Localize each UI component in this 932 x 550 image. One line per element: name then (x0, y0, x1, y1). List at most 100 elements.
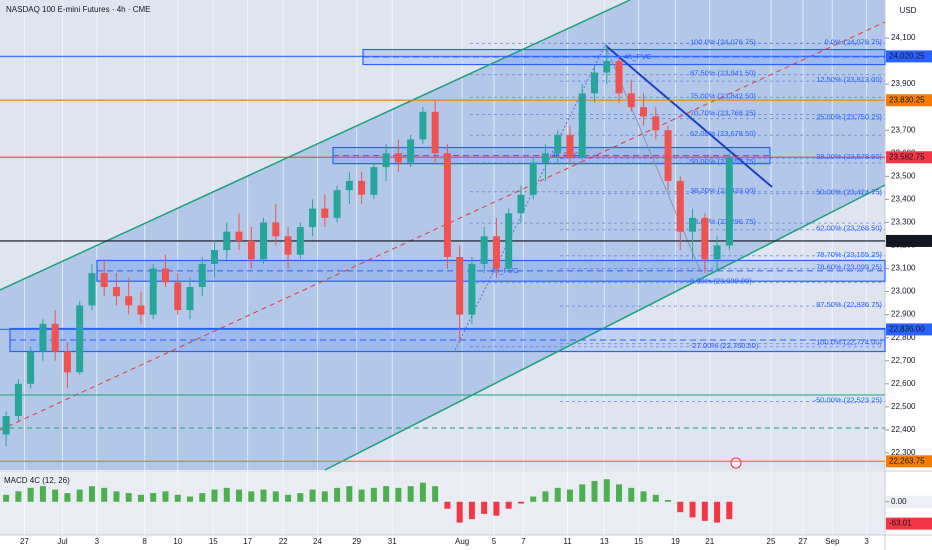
macd-bar (566, 489, 573, 502)
fib-label: 38.20% (23,433.00) (690, 186, 756, 195)
candle-body (14, 383, 22, 417)
x-tick-label: 11 (563, 537, 572, 546)
candle-body (284, 236, 292, 255)
candle-body (603, 61, 611, 73)
y-tick-label: 22,300 (891, 448, 916, 457)
macd-bar (652, 494, 659, 502)
macd-bar (628, 487, 635, 502)
x-tick-label: Sep (825, 537, 840, 546)
y-tick-label: 22,800 (891, 333, 916, 342)
candle-body (419, 111, 427, 140)
macd-bar (309, 489, 316, 502)
chart-title: NASDAQ 100 E-mini Futures · 4h · CME (6, 5, 150, 14)
candle-body (701, 217, 709, 260)
price-tag (886, 50, 932, 63)
macd-bar (432, 486, 439, 502)
candle-body (223, 231, 231, 251)
y-tick-label: 22,600 (891, 379, 916, 388)
fib-label: -50.00% (22,523.25) (814, 395, 883, 404)
macd-bar (113, 491, 120, 502)
fib-label: 75.00% (23,842.50) (690, 91, 756, 100)
macd-bar (542, 491, 549, 502)
candle-body (137, 305, 145, 315)
fib-label: 12.50% (23,913.00) (816, 75, 882, 84)
macd-bar (272, 491, 279, 502)
macd-bar (468, 501, 475, 520)
candle-body (39, 323, 47, 352)
macd-bar (530, 496, 537, 502)
macd-bar (27, 487, 34, 502)
macd-bar (52, 489, 59, 502)
macd-bar (358, 489, 365, 502)
macd-bar (603, 479, 610, 502)
candle-body (211, 250, 219, 264)
macd-bar (137, 494, 144, 502)
macd-bar (665, 500, 672, 502)
fib-label: 25.00% (23,750.25) (816, 113, 882, 122)
candle-body (382, 153, 390, 168)
candle-body (407, 139, 415, 163)
candle-body (456, 257, 464, 315)
fib-label: 50.00% (23,557.75) (690, 157, 756, 166)
macd-bar (150, 493, 157, 502)
x-tick-label: 29 (352, 537, 361, 546)
fib-label: -27.00% (22,760.50) (690, 341, 759, 350)
candle-body (689, 217, 697, 232)
x-tick-label: 7 (521, 537, 526, 546)
macd-bar (321, 491, 328, 502)
candle-body (468, 263, 476, 315)
price-tag-label: 23,582.75 (889, 152, 925, 161)
y-tick-label: 22,900 (891, 310, 916, 319)
y-tick-label: 24,100 (891, 33, 916, 42)
candle-body (296, 227, 304, 255)
y-tick-label: 22,400 (891, 425, 916, 434)
macd-bar (297, 493, 304, 502)
macd-bar (591, 480, 598, 502)
macd-bar (199, 493, 206, 502)
y-tick-label: 23,700 (891, 125, 916, 134)
macd-bar (76, 489, 83, 502)
fib-trendline (454, 44, 606, 351)
fib-label: 23.60% (23,296.75) (690, 217, 756, 226)
y-tick-label: 23,000 (891, 287, 916, 296)
price-tag-label: 22,836.00 (889, 325, 925, 334)
macd-tag (886, 495, 932, 508)
y-tick-label: 23,100 (891, 264, 916, 273)
x-tick-label: 3 (95, 537, 100, 546)
x-tick-label: Jul (57, 537, 67, 546)
candle-body (517, 194, 525, 214)
macd-bar (456, 501, 463, 523)
x-tick-label: 24 (313, 537, 322, 546)
trendline (604, 44, 773, 188)
price-tag-label: 22,263.75 (889, 456, 925, 465)
price-tag-label: 24,020.25 (889, 52, 925, 61)
price-tag (886, 94, 932, 107)
candle-body (2, 416, 10, 435)
candle-body (554, 134, 562, 154)
fib-label: 100.0% (22,774.00) (816, 338, 882, 347)
macd-bar (554, 487, 561, 502)
candle-body (640, 107, 648, 117)
candle-body (431, 111, 439, 154)
macd-title: MACD 4C (12, 26) (4, 476, 70, 485)
zone-label: 4h_FVG (491, 266, 519, 275)
candle-body (590, 72, 598, 94)
candle-body (627, 93, 635, 108)
macd-bar (223, 487, 230, 502)
macd-bar (248, 491, 255, 502)
y-tick-label: 23,500 (891, 171, 916, 180)
candle-body (88, 273, 96, 306)
candle-body (51, 323, 59, 352)
candle-body (309, 208, 317, 228)
x-tick-label: 17 (243, 537, 252, 546)
macd-bar (493, 501, 500, 516)
price-tag (886, 151, 932, 164)
macd-bar (162, 491, 169, 502)
macd-bar (346, 486, 353, 502)
price-tag (886, 234, 932, 247)
x-tick-label: 27 (20, 537, 29, 546)
candle-body (100, 273, 108, 287)
fib-label: 87.50% (22,936.75) (816, 300, 882, 309)
x-tick-label: 22 (279, 537, 288, 546)
